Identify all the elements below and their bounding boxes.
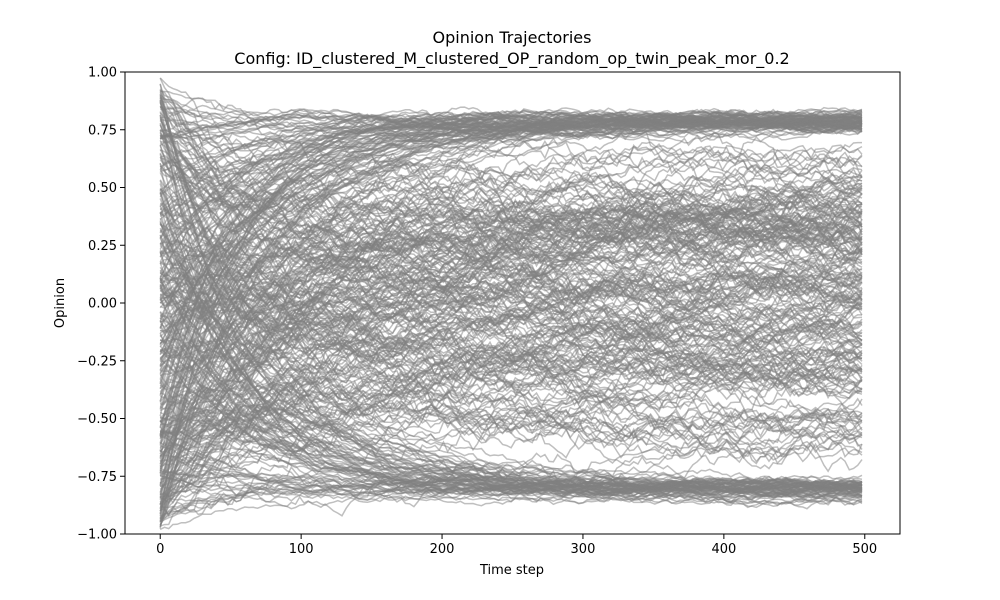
trajectory-line: [159, 260, 863, 423]
trajectory-line: [159, 115, 863, 390]
chart-subtitle: Config: ID_clustered_M_clustered_OP_rand…: [234, 49, 789, 69]
trajectory-line: [160, 184, 863, 263]
y-tick-label: 0.00: [88, 297, 117, 312]
x-tick-label: 100: [289, 542, 314, 557]
trajectory-line: [159, 278, 863, 492]
trajectory-line: [160, 276, 863, 324]
trajectory-line: [159, 272, 863, 484]
trajectory-line: [159, 153, 863, 494]
trajectory-line: [159, 91, 863, 382]
x-tick-label: 0: [156, 542, 164, 557]
trajectory-line: [159, 277, 863, 459]
trajectory-line: [160, 259, 863, 340]
trajectory-line: [159, 485, 863, 519]
y-tick-label: 0.25: [88, 239, 117, 254]
x-tick-label: 300: [571, 542, 596, 557]
y-tick-label: −0.25: [77, 354, 117, 369]
y-tick-label: −0.75: [77, 470, 117, 485]
trajectory-line: [159, 188, 863, 347]
x-axis-label: Time step: [479, 563, 544, 578]
y-tick-label: 0.75: [88, 123, 117, 138]
trajectory-line: [159, 389, 863, 466]
trajectory-line: [160, 200, 863, 342]
trajectory-line: [160, 164, 863, 261]
x-tick-label: 400: [711, 542, 736, 557]
trajectory-line: [159, 178, 863, 279]
trajectory-line: [159, 420, 863, 494]
trajectory-line: [159, 108, 862, 191]
trajectory-line: [159, 214, 863, 452]
trajectory-line: [159, 253, 863, 320]
trajectory-line: [160, 255, 863, 352]
y-tick-label: −0.50: [77, 412, 117, 427]
trajectory-line: [159, 131, 863, 379]
x-tick-label: 500: [852, 542, 877, 557]
trajectory-line: [159, 251, 862, 394]
trajectory-line: [160, 450, 863, 494]
trajectory-line: [159, 136, 863, 512]
trajectory-line: [159, 339, 863, 434]
trajectory-line: [159, 115, 863, 171]
trajectory-line: [159, 135, 863, 354]
y-tick-label: 1.00: [88, 66, 117, 81]
trajectory-line: [159, 156, 863, 397]
trajectory-line: [159, 97, 863, 137]
trajectory-lines: [159, 77, 863, 531]
y-axis: −1.00 −0.75 −0.50 −0.25 0.00 0.25 0.50 0.75 1.00: [77, 66, 125, 543]
x-tick-label: 200: [430, 542, 455, 557]
x-axis: 0 100 200 300 400 500: [156, 534, 877, 557]
trajectory-line: [160, 223, 863, 329]
trajectory-line: [159, 324, 863, 442]
trajectory-line: [159, 245, 863, 358]
trajectory-line: [159, 216, 863, 389]
y-axis-label: Opinion: [53, 278, 68, 328]
trajectory-line: [160, 378, 863, 517]
trajectory-line: [159, 232, 863, 370]
trajectory-line: [159, 219, 863, 496]
trajectory-line: [159, 207, 863, 348]
y-tick-label: 0.50: [88, 181, 117, 196]
y-tick-label: −1.00: [77, 528, 117, 543]
trajectory-line: [159, 109, 863, 402]
trajectory-line: [160, 431, 863, 495]
chart-title: Opinion Trajectories: [433, 28, 592, 47]
trajectory-line: [159, 96, 863, 241]
trajectory-line: [159, 113, 863, 372]
